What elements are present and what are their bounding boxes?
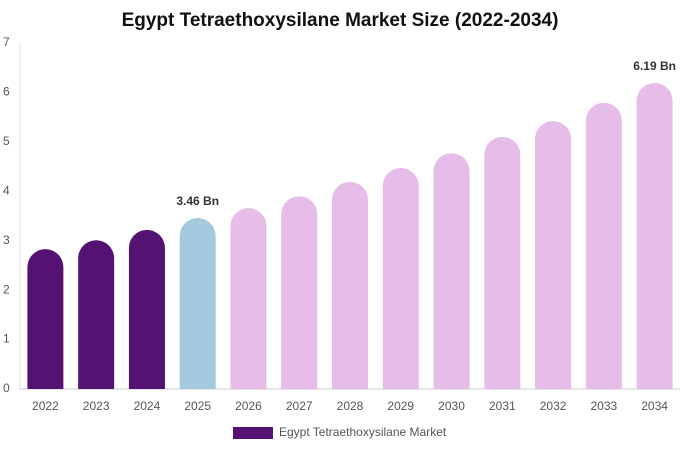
legend-swatch [233,427,273,439]
y-tick-label: 2 [3,282,10,296]
x-tick-label: 2025 [184,399,211,413]
bar [128,229,165,389]
y-tick-label: 5 [3,134,10,148]
x-tick-label: 2028 [337,399,364,413]
y-tick-label: 7 [3,35,10,49]
bar [27,249,64,389]
value-label: 3.46 Bn [176,194,219,208]
x-tick-label: 2034 [641,399,668,413]
x-tick-label: 2022 [32,399,59,413]
legend-label: Egypt Tetraethoxysilane Market [279,425,447,439]
x-tick-label: 2026 [235,399,262,413]
bar [585,102,622,390]
x-tick-label: 2029 [387,399,414,413]
bar [230,208,267,389]
x-tick-label: 2031 [489,399,516,413]
bar [332,181,368,389]
bar [281,196,318,389]
y-tick-label: 3 [3,233,10,247]
x-tick-label: 2032 [540,399,567,413]
bar [78,240,115,389]
y-tick-label: 6 [3,85,10,99]
y-tick-label: 0 [3,381,10,395]
x-tick-label: 2033 [590,399,617,413]
bar [636,83,673,389]
x-tick-label: 2030 [438,399,465,413]
bar [179,217,216,389]
y-tick-label: 4 [3,183,10,197]
x-tick-label: 2027 [286,399,313,413]
bar [382,168,419,389]
y-tick-label: 1 [3,332,10,346]
bar [484,136,521,389]
value-label: 6.19 Bn [633,59,676,73]
bar [433,153,470,389]
x-tick-label: 2024 [134,399,161,413]
x-tick-label: 2023 [83,399,110,413]
chart-title: Egypt Tetraethoxysilane Market Size (202… [122,10,559,31]
bar [535,121,572,389]
